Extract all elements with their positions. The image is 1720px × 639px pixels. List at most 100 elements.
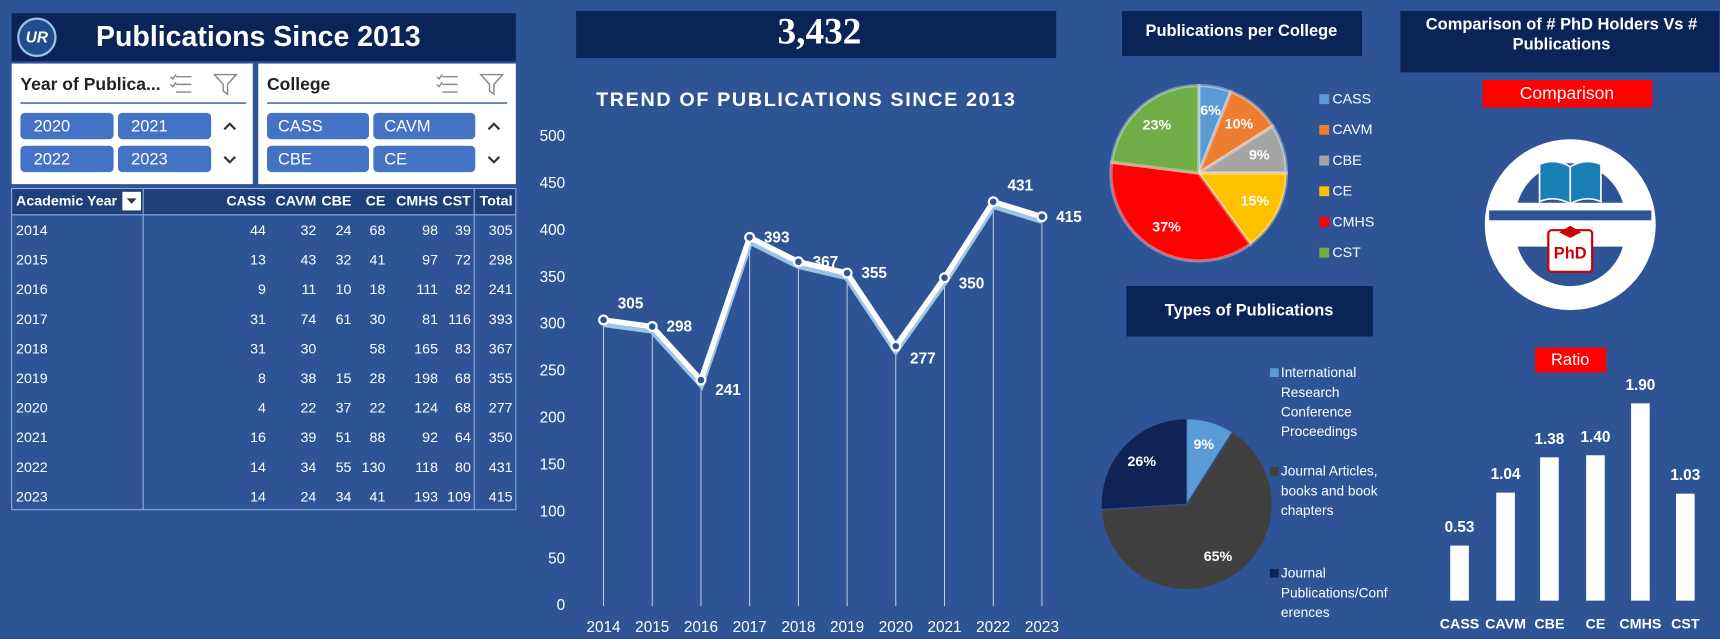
slicer-button[interactable]: [373, 145, 476, 173]
y-tick-label: 300: [540, 316, 566, 333]
table-cell: 58: [370, 341, 386, 357]
table-cell: 2022: [16, 460, 48, 476]
table-cell: 124: [414, 401, 438, 417]
table-cell: 32: [336, 253, 352, 269]
table-cell: 32: [301, 223, 317, 239]
table-cell: 2017: [16, 312, 48, 328]
point: [744, 231, 756, 243]
filter-arrow: [126, 198, 137, 204]
chart-title: Publications per College: [1146, 22, 1338, 40]
table-cell: 18: [370, 282, 386, 298]
point: [695, 374, 707, 386]
clear-filter-icon: [212, 73, 238, 96]
bar: [1450, 545, 1469, 601]
table-cell: 130: [362, 460, 386, 476]
table-cell: 37: [336, 401, 352, 417]
slicer-title: Year of Publica...: [20, 74, 160, 94]
chart-title-box: Comparison of # PhD Holders Vs # Publica…: [1426, 15, 1697, 53]
data-label: 23%: [1143, 118, 1172, 134]
slicer-button[interactable]: [20, 145, 114, 173]
slicer-button[interactable]: [117, 145, 212, 173]
kpi-box: [576, 10, 1057, 59]
table-cell: 74: [301, 312, 317, 328]
table-cell: 92: [422, 430, 438, 446]
table-cell: 30: [301, 341, 317, 357]
table-cell: 41: [370, 253, 386, 269]
table-cell: 39: [455, 223, 471, 239]
table-cell: 41: [370, 489, 386, 505]
slicer-button[interactable]: [117, 112, 212, 140]
legend-label: International Research Conference Procee…: [1280, 364, 1358, 440]
x-tick-label: 2023: [1025, 619, 1059, 636]
table-cell: 2019: [16, 371, 48, 387]
table-cell: 9: [258, 282, 266, 298]
chart-subtitle: Comparison: [1520, 83, 1614, 103]
bar: [1676, 493, 1695, 601]
data-label: 350: [959, 275, 985, 292]
pie-slice: [1100, 431, 1273, 591]
data-label: 26%: [1128, 454, 1157, 470]
data-label: 15%: [1241, 194, 1270, 210]
y-tick-label: 100: [540, 503, 566, 520]
slicer-button[interactable]: [267, 112, 369, 140]
slicer-item: CE: [384, 150, 407, 168]
legend-label: CASS: [1332, 92, 1371, 108]
legend-label: CMHS: [1332, 214, 1374, 230]
table-cell: 2020: [16, 401, 48, 417]
table-cell: 2018: [16, 341, 48, 357]
multiselect-icon: [436, 74, 458, 93]
data-label: 298: [666, 319, 692, 336]
legend-swatch: [1319, 94, 1330, 105]
logo-text: UR: [26, 29, 48, 46]
x-tick-label: CMHS: [1619, 617, 1661, 633]
table-cell: 111: [416, 282, 438, 298]
x-tick-label: 2022: [976, 619, 1010, 636]
bar: [1496, 492, 1515, 601]
point: [792, 256, 804, 268]
table-cell: 367: [489, 341, 513, 357]
table-cell: 277: [489, 401, 513, 417]
data-label: 0.53: [1445, 519, 1475, 536]
data-label: 6%: [1200, 103, 1221, 119]
x-tick-label: 2018: [781, 619, 815, 636]
data-label: 1.90: [1625, 377, 1655, 394]
scroll-arrows: [223, 122, 501, 164]
table-cell: 116: [448, 312, 471, 328]
legend-label: CST: [1332, 245, 1361, 261]
pie-slice: [1109, 83, 1201, 176]
y-tick-label: 400: [540, 222, 566, 239]
data-label: 9%: [1249, 147, 1270, 163]
table-header: CBE: [321, 193, 351, 209]
table-header: Total: [480, 193, 513, 209]
x-tick-label: 2021: [927, 619, 961, 636]
table-cell: 68: [455, 401, 471, 417]
legend-swatch: [1319, 186, 1330, 197]
table-cell: 61: [336, 312, 352, 328]
x-tick-label: 2017: [733, 619, 767, 636]
slicer-item: 2020: [34, 117, 71, 135]
table-cell: 305: [489, 223, 513, 239]
legend-label-box: Journal Articles, books and book chapter…: [1281, 464, 1378, 519]
data-label: 305: [618, 296, 644, 313]
table-header-bg: [11, 188, 516, 215]
x-tick-label: CAVM: [1485, 617, 1526, 633]
slicer-button[interactable]: [373, 112, 476, 140]
table-cell: 8: [258, 371, 266, 387]
pie-slice: [1197, 83, 1234, 174]
line: [603, 198, 1043, 386]
slicer-button[interactable]: [20, 112, 114, 140]
table-cell: 2016: [16, 282, 48, 298]
data-label: 10%: [1225, 116, 1254, 132]
title-box: [1400, 10, 1720, 73]
x-tick-label: 2016: [684, 619, 718, 636]
table-cell: 68: [370, 223, 386, 239]
slicer-title: College: [267, 74, 331, 94]
x-tick-label: 2015: [635, 619, 669, 636]
table-cell: 72: [455, 253, 471, 269]
table-cell: 30: [370, 312, 386, 328]
legend-label-box: International Research Conference Procee…: [1280, 364, 1358, 440]
table-cell: 193: [414, 489, 438, 505]
pie-slice: [1193, 123, 1289, 175]
slicer-button[interactable]: [267, 145, 369, 173]
y-tick-label: 150: [540, 456, 566, 473]
